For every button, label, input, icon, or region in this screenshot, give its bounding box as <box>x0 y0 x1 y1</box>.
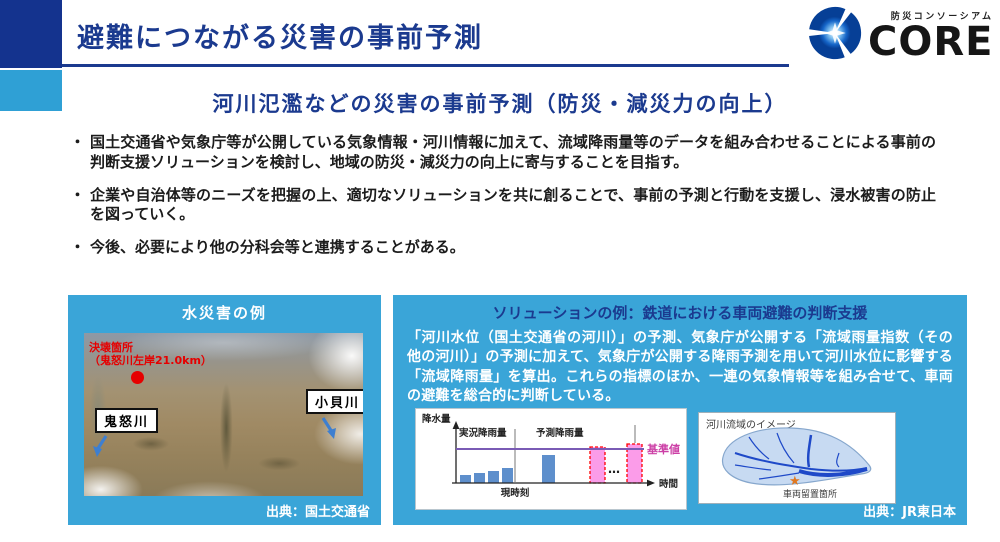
breach-label-line1: 決壊箇所 <box>89 341 133 354</box>
breach-point-marker <box>131 371 144 384</box>
title-underline <box>62 64 789 67</box>
kokaigawa-arrow-icon <box>319 415 341 445</box>
bullet-item: ・ 国土交通省や気象庁等が公開している気象情報・河川情報に加えて、流域降雨量等の… <box>70 133 936 173</box>
threshold-label: 基準値 <box>646 442 680 456</box>
page-title: 避難につながる災害の事前予測 <box>77 23 483 54</box>
rainfall-chart: 降水量 実況降雨量 予測降雨量 基準値 … 現時刻 時間 <box>415 408 687 510</box>
water-disaster-panel: 水災害の例 決壊箇所 （鬼怒川左岸21.0km） 鬼怒川 小貝川 <box>68 295 381 525</box>
bullet-marker: ・ <box>70 185 86 204</box>
slide-subtitle: 河川氾濫などの災害の事前予測（防災・減災力の向上） <box>212 92 788 116</box>
chart-bar-forecast <box>542 455 555 483</box>
kinugawa-arrow-icon <box>90 433 112 463</box>
chart-bar-actual <box>460 475 471 483</box>
breach-location-label: 決壊箇所 （鬼怒川左岸21.0km） <box>89 341 212 367</box>
left-panel-source: 出典：国土交通省 <box>265 505 370 520</box>
bullet-text: 今後、必要により他の分科会等と連携することがある。 <box>90 238 465 257</box>
basin-label: 河川流域のイメージ <box>706 418 796 431</box>
breach-label-line2: （鬼怒川左岸21.0km） <box>89 354 212 368</box>
kokaigawa-river-label: 小貝川 <box>306 389 363 414</box>
chart-xlabel: 時間 <box>659 478 678 490</box>
train-storage-star-icon: ★ <box>789 474 801 489</box>
right-panel-source: 出典：JR東日本 <box>863 505 956 520</box>
train-storage-label: 車両留置箇所 <box>783 488 837 500</box>
chart-bar-actual <box>474 473 485 483</box>
rainfall-chart-svg: 降水量 実況降雨量 予測降雨量 基準値 … 現時刻 時間 <box>422 413 680 499</box>
bullet-marker: ・ <box>70 133 86 151</box>
water-disaster-title: 水災害の例 <box>181 304 267 322</box>
chart-bar-exceed <box>589 446 606 484</box>
core-brand-text: CORE <box>868 19 994 65</box>
actual-rainfall-label: 実況降雨量 <box>459 427 507 439</box>
solution-panel: ソリューションの例：鉄道における車両避難の判断支援 「河川水位（国土交通省の河川… <box>393 295 967 525</box>
bullet-text: 国土交通省や気象庁等が公開している気象情報・河川情報に加えて、流域降雨量等のデー… <box>90 133 936 171</box>
core-logo-icon <box>806 4 864 66</box>
bullet-item: ・ 企業や自治体等のニーズを把握の上、適切なソリューションを共に創ることで、事前… <box>70 186 936 226</box>
consortium-label: 防災コンソーシアム <box>890 12 994 22</box>
forecast-rainfall-label: 予測降雨量 <box>536 427 584 439</box>
bullet-item: ・ 今後、必要により他の分科会等と連携することがある。 <box>70 238 936 258</box>
current-time-label: 現時刻 <box>501 487 530 499</box>
ellipsis-label: … <box>608 462 620 476</box>
core-logo-text: 防災コンソーシアム CORE <box>868 9 994 65</box>
core-logo: 防災コンソーシアム CORE <box>806 4 993 66</box>
header-navy-block <box>0 0 62 68</box>
bullet-text: 企業や自治体等のニーズを把握の上、適切なソリューションを共に創ることで、事前の予… <box>90 185 936 224</box>
kinugawa-river-label: 鬼怒川 <box>95 408 159 433</box>
chart-ylabel: 降水量 <box>422 413 451 425</box>
bullet-list: ・ 国土交通省や気象庁等が公開している気象情報・河川情報に加えて、流域降雨量等の… <box>70 133 936 271</box>
solution-title: ソリューションの例：鉄道における車両避難の判断支援 <box>492 304 868 322</box>
bullet-marker: ・ <box>70 238 86 257</box>
solution-description: 「河川水位（国土交通省の河川）」の予測、気象庁が公開する「流域雨量指数（その他の… <box>407 330 953 404</box>
header-sky-block <box>0 70 62 111</box>
chart-bar-actual <box>502 468 513 483</box>
river-basin-diagram: 河川流域のイメージ ★ 車両留置箇所 <box>698 412 896 504</box>
flood-aerial-photo: 決壊箇所 （鬼怒川左岸21.0km） 鬼怒川 小貝川 <box>84 333 363 496</box>
chart-bar-actual <box>488 471 499 483</box>
